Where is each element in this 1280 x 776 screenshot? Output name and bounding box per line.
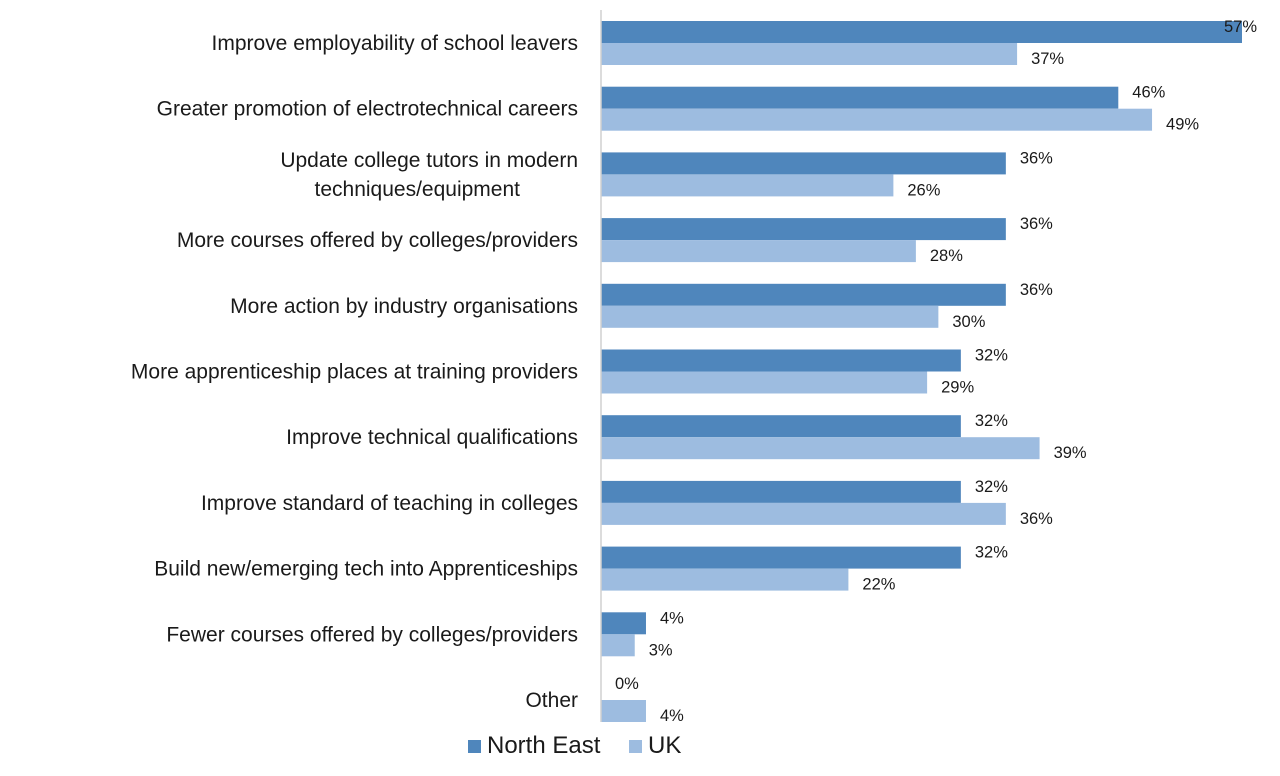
legend-swatch [468,740,481,753]
data-label: 32% [975,544,1008,562]
data-label: 4% [660,609,684,627]
bar-north-east [601,546,961,569]
bar-north-east [601,152,1006,175]
data-label: 28% [930,247,963,265]
category-label: techniques/equipment [315,178,521,201]
data-label: 3% [649,641,673,659]
data-labels: 57%37%46%49%36%26%36%28%36%30%32%29%32%3… [615,18,1257,725]
data-label: 36% [1020,149,1053,167]
bar-uk [601,108,1153,131]
data-label: 4% [660,707,684,725]
category-label: Improve employability of school leavers [212,32,579,55]
bar-north-east [601,480,961,503]
bar-uk [601,634,635,657]
bar-north-east [601,21,1242,43]
bar-north-east [601,612,646,635]
data-label: 32% [975,478,1008,496]
bar-north-east [601,283,1006,306]
bar-north-east [601,415,961,438]
legend-item-uk: UK [629,732,681,759]
bar-uk [601,240,916,263]
category-label: Build new/emerging tech into Apprentices… [154,558,578,581]
bar-uk [601,700,646,722]
category-label: More action by industry organisations [230,295,578,318]
data-label: 22% [862,576,895,594]
bar-north-east [601,86,1119,109]
bar-uk [601,437,1040,460]
data-label: 36% [1020,510,1053,528]
bar-uk [601,174,894,197]
data-label: 30% [952,313,985,331]
data-label: 46% [1132,84,1165,102]
bar-north-east [601,349,961,372]
bar-north-east [601,218,1006,241]
category-label: Improve technical qualifications [286,426,578,449]
category-labels: Improve employability of school leavers G… [131,32,578,712]
category-label: More apprenticeship places at training p… [131,361,578,384]
data-label: 36% [1020,281,1053,299]
data-label: 39% [1054,444,1087,462]
category-label: Improve standard of teaching in colleges [201,492,578,515]
bars [601,21,1242,722]
legend: North East UK [468,732,681,759]
category-label: Update college tutors in modern [280,149,578,172]
data-label: 36% [1020,215,1053,233]
data-label: 37% [1031,50,1064,68]
bar-uk [601,502,1006,525]
bar-uk [601,371,928,394]
data-label: 0% [615,675,639,693]
data-label: 49% [1166,116,1199,134]
data-label: 57% [1224,18,1257,36]
bar-uk [601,43,1018,65]
legend-label: North East [487,732,601,759]
legend-swatch [629,740,642,753]
data-label: 29% [941,379,974,397]
category-label: Other [525,689,578,712]
bar-uk [601,305,939,328]
category-label: More courses offered by colleges/provide… [177,229,578,252]
legend-label: UK [648,732,681,759]
data-label: 26% [907,181,940,199]
data-label: 32% [975,412,1008,430]
data-label: 32% [975,347,1008,365]
bar-uk [601,568,849,591]
category-label: Greater promotion of electrotechnical ca… [157,98,578,121]
category-label: Fewer courses offered by colleges/provid… [166,623,578,646]
legend-item-north-east: North East [468,732,601,759]
